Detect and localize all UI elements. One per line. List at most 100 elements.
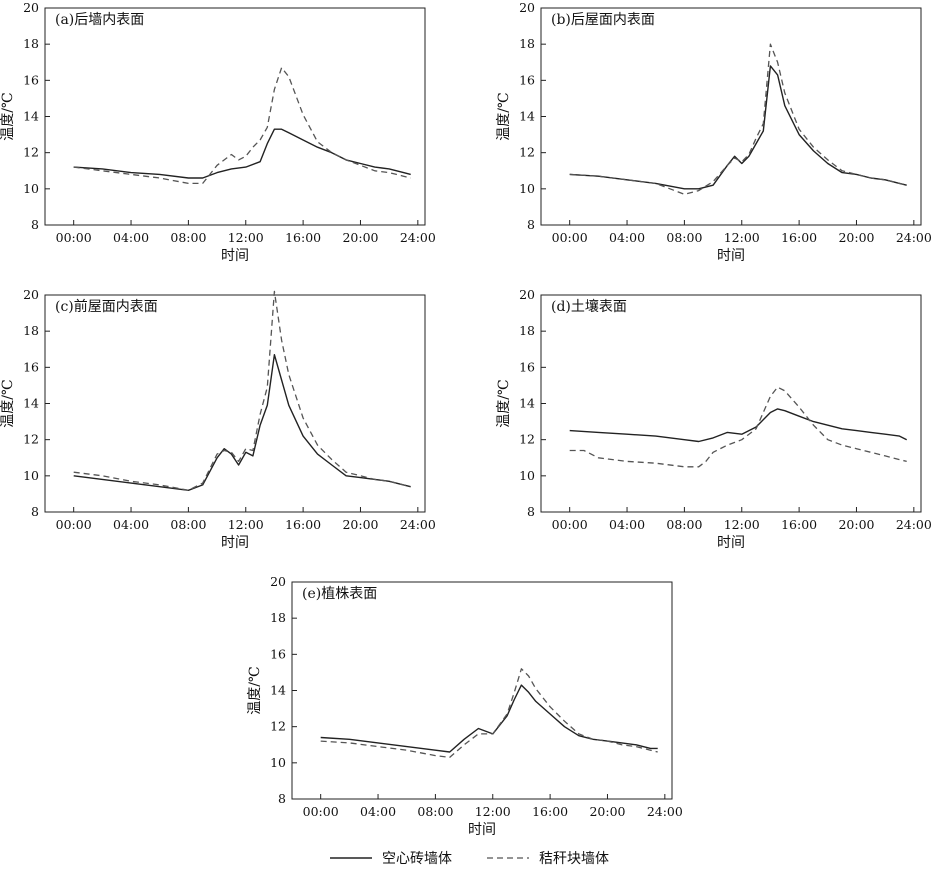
y-tick-label: 16 [270, 646, 286, 661]
x-tick-label: 16:00 [285, 517, 321, 532]
chart-panel-3: 8 10 12 14 16 18 20 00:00 04:00 08:00 12:00 16:00 20… [496, 287, 932, 551]
y-tick-label: 16 [23, 72, 39, 87]
x-tick-label: 04:00 [609, 517, 645, 532]
x-tick-label: 16:00 [781, 517, 817, 532]
x-tick-label: 16:00 [781, 230, 817, 245]
x-tick-label: 20:00 [838, 230, 874, 245]
y-tick-label: 12 [270, 719, 286, 734]
series-line-hollow-brick [569, 65, 907, 190]
series-line-straw-block [569, 386, 907, 468]
y-tick-label: 18 [23, 323, 39, 338]
y-axis-title: 温度/℃ [247, 666, 263, 714]
x-axis-title: 时间 [717, 535, 745, 551]
panel-title: (e)植株表面 [302, 586, 377, 602]
series-line-hollow-brick [569, 408, 908, 443]
panel-title: (c)前屋面内表面 [55, 298, 158, 315]
y-tick-label: 14 [270, 683, 286, 698]
y-axis-title: 温度/℃ [496, 92, 512, 140]
y-tick-label: 8 [527, 504, 535, 519]
panel-title: (d)土壤表面 [551, 298, 627, 315]
y-tick-label: 10 [270, 755, 286, 770]
y-tick-label: 10 [23, 181, 39, 196]
x-tick-label: 12:00 [228, 230, 264, 245]
series-line-straw-block [320, 668, 658, 759]
y-tick-label: 20 [270, 574, 286, 589]
y-tick-label: 12 [519, 145, 535, 160]
x-tick-label: 16:00 [285, 230, 321, 245]
x-tick-label: 00:00 [303, 804, 339, 819]
plot-frame [540, 294, 922, 513]
y-axis-title: 温度/℃ [0, 92, 16, 140]
plot-frame [540, 7, 922, 226]
x-tick-label: 00:00 [552, 517, 588, 532]
x-tick-label: 20:00 [589, 804, 625, 819]
x-tick-label: 24:00 [400, 230, 436, 245]
y-tick-label: 16 [519, 72, 535, 87]
y-tick-label: 14 [519, 109, 535, 124]
x-tick-label: 04:00 [113, 517, 149, 532]
y-tick-label: 14 [23, 109, 39, 124]
y-tick-label: 8 [31, 217, 39, 232]
x-tick-label: 08:00 [666, 517, 702, 532]
y-tick-label: 8 [527, 217, 535, 232]
series-line-straw-block [73, 67, 411, 185]
y-tick-label: 12 [23, 432, 39, 447]
y-tick-label: 18 [23, 36, 39, 51]
plot-frame [44, 7, 426, 226]
series-line-straw-block [569, 43, 907, 195]
x-tick-label: 24:00 [647, 804, 683, 819]
y-tick-label: 14 [23, 396, 39, 411]
x-tick-label: 20:00 [342, 517, 378, 532]
x-axis-title: 时间 [221, 248, 249, 264]
x-tick-label: 24:00 [896, 230, 932, 245]
y-axis-title: 温度/℃ [0, 379, 16, 427]
x-tick-label: 04:00 [113, 230, 149, 245]
x-axis-title: 时间 [221, 535, 249, 551]
legend-dashed-label: 秸秆块墙体 [539, 851, 609, 867]
y-tick-label: 16 [519, 359, 535, 374]
x-tick-label: 16:00 [532, 804, 568, 819]
y-tick-label: 18 [519, 323, 535, 338]
x-tick-label: 24:00 [896, 517, 932, 532]
y-tick-label: 8 [31, 504, 39, 519]
x-tick-label: 20:00 [342, 230, 378, 245]
y-tick-label: 18 [519, 36, 535, 51]
y-tick-label: 20 [519, 287, 535, 302]
y-tick-label: 20 [23, 0, 39, 15]
y-tick-label: 12 [519, 432, 535, 447]
legend: 空心砖墙体 秸秆块墙体 [330, 851, 609, 867]
x-tick-label: 08:00 [170, 517, 206, 532]
x-tick-label: 12:00 [228, 517, 264, 532]
series-line-hollow-brick [320, 684, 658, 753]
chart-panel-4: 8 10 12 14 16 18 20 00:00 04:00 08:00 12:00 16:00 20… [247, 574, 683, 838]
legend-solid-label: 空心砖墙体 [382, 851, 452, 867]
x-axis-title: 时间 [717, 248, 745, 264]
series-line-hollow-brick [73, 128, 411, 179]
x-tick-label: 12:00 [724, 230, 760, 245]
x-tick-label: 00:00 [56, 230, 92, 245]
y-tick-label: 10 [519, 181, 535, 196]
x-tick-label: 00:00 [56, 517, 92, 532]
x-tick-label: 24:00 [400, 517, 436, 532]
y-tick-label: 16 [23, 359, 39, 374]
y-axis-title: 温度/℃ [496, 379, 512, 427]
y-tick-label: 10 [519, 468, 535, 483]
x-tick-label: 08:00 [170, 230, 206, 245]
panel-title: (a)后墙内表面 [55, 12, 144, 28]
chart-panel-1: 8 10 12 14 16 18 20 00:00 04:00 08:00 12:00 16:00 20… [496, 0, 932, 264]
x-tick-label: 20:00 [838, 517, 874, 532]
y-tick-label: 14 [519, 396, 535, 411]
y-tick-label: 12 [23, 145, 39, 160]
chart-panel-0: 8 10 12 14 16 18 20 00:00 04:00 08:00 12:00 16:00 20… [0, 0, 436, 264]
x-tick-label: 08:00 [417, 804, 453, 819]
x-tick-label: 04:00 [609, 230, 645, 245]
y-tick-label: 8 [278, 791, 286, 806]
x-tick-label: 12:00 [724, 517, 760, 532]
chart-panel-2: 8 10 12 14 16 18 20 00:00 04:00 08:00 12:00 16:00 20… [0, 287, 436, 551]
y-tick-label: 10 [23, 468, 39, 483]
x-tick-label: 00:00 [552, 230, 588, 245]
x-tick-label: 04:00 [360, 804, 396, 819]
series-line-straw-block [73, 290, 411, 491]
x-tick-label: 12:00 [475, 804, 511, 819]
